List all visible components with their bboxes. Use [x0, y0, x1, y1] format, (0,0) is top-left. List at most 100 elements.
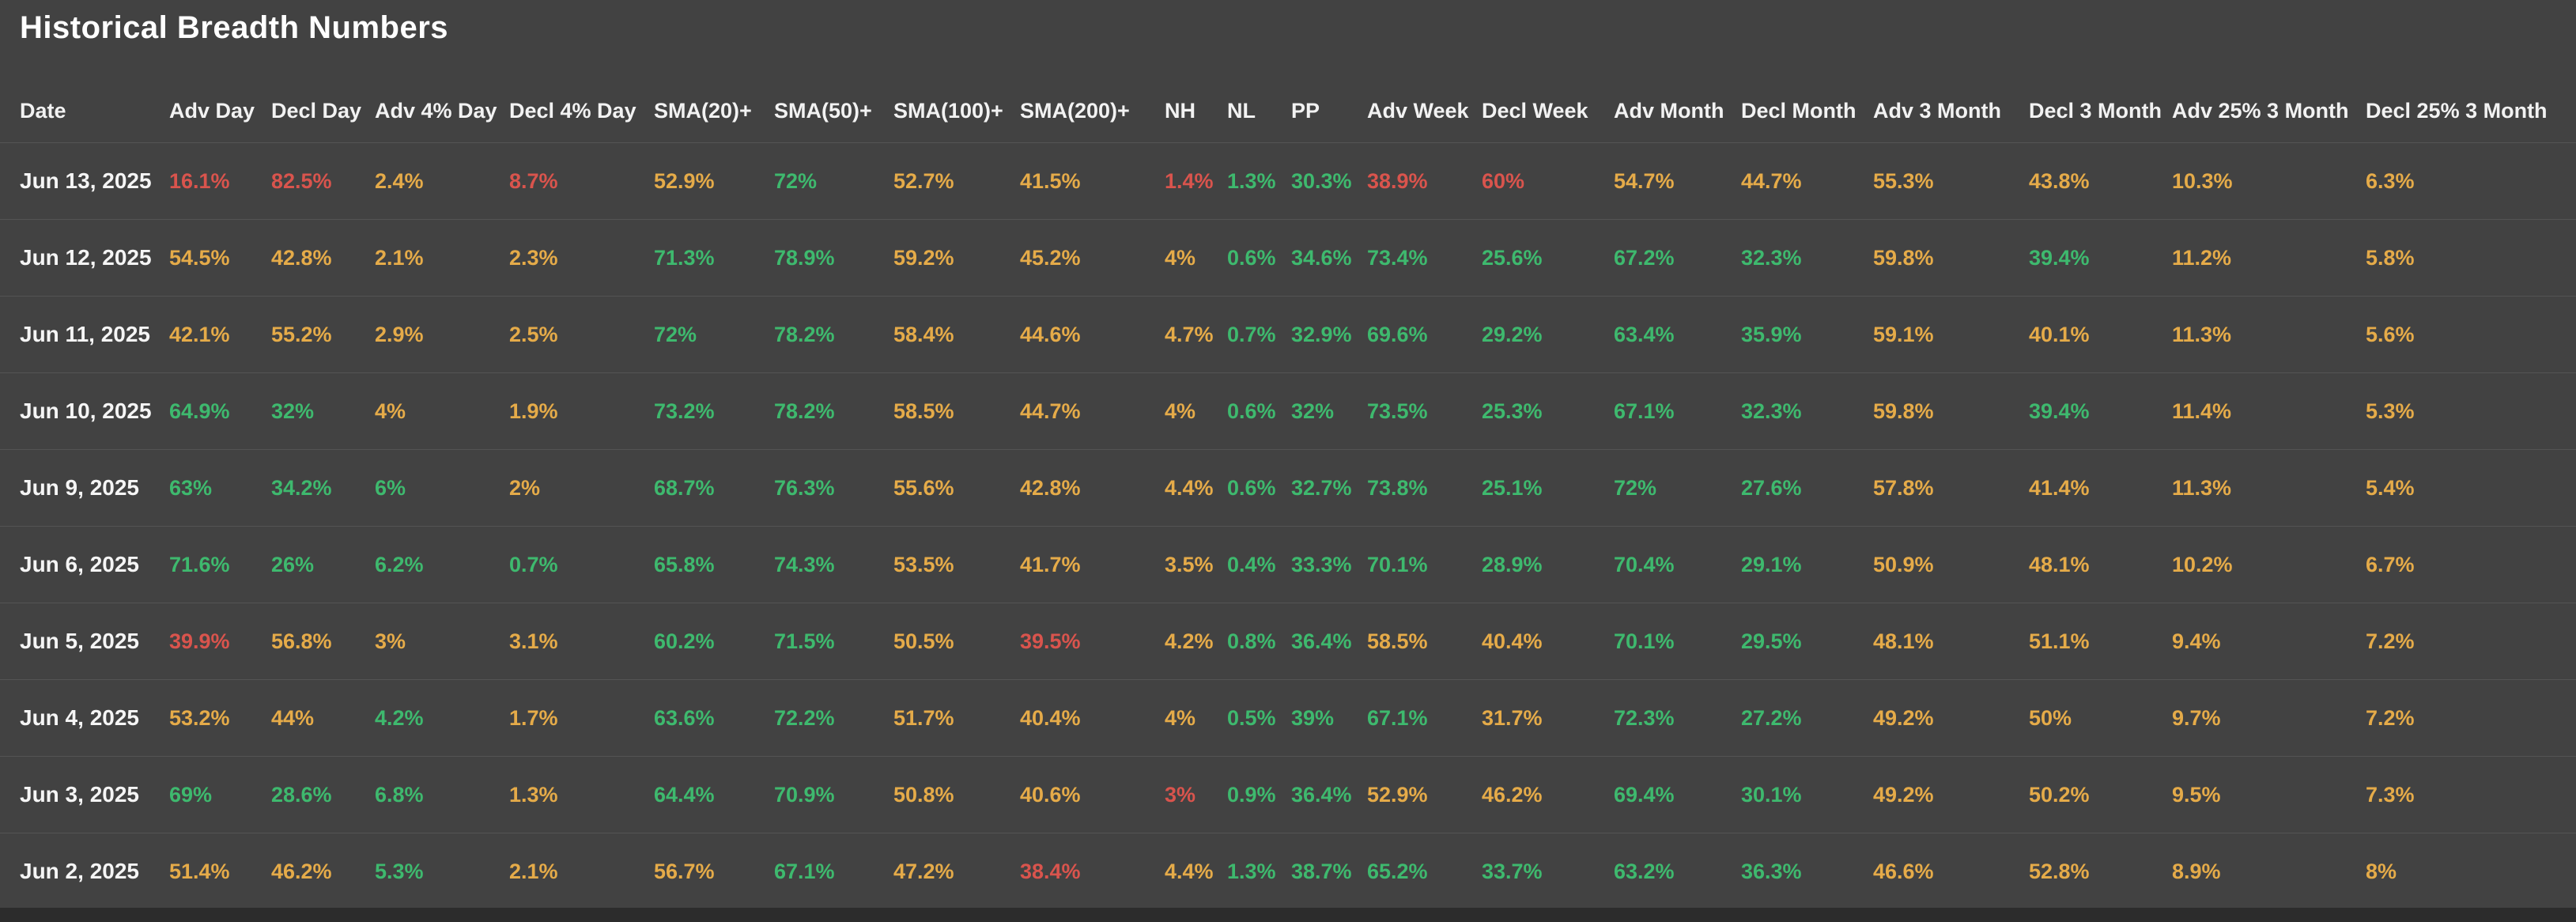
value-cell: 50.5% [893, 629, 954, 653]
column-header: SMA(200)+ [1020, 98, 1130, 123]
value-cell: 31.7% [1482, 705, 1543, 730]
value-cell: 44% [271, 705, 315, 730]
table-row: Jun 13, 2025 16.1% 82.5% 2.4% 8.7% 52.9% 72% 52… [0, 142, 2576, 219]
value-cell: 46.2% [271, 859, 332, 883]
value-cell: 56.8% [271, 629, 332, 653]
value-cell: 4.7% [1165, 322, 1214, 346]
value-cell: 52.7% [893, 168, 954, 193]
value-cell: 4.4% [1165, 859, 1214, 883]
value-cell: 1.9% [509, 399, 558, 423]
column-header: NL [1227, 98, 1256, 123]
value-cell: 41.7% [1020, 552, 1081, 576]
value-cell: 42.8% [271, 245, 332, 270]
value-cell: 29.5% [1741, 629, 1802, 653]
date-cell: Jun 10, 2025 [20, 399, 152, 423]
value-cell: 0.7% [509, 552, 558, 576]
value-cell: 64.9% [169, 399, 230, 423]
value-cell: 9.4% [2172, 629, 2221, 653]
value-cell: 78.9% [774, 245, 835, 270]
value-cell: 39% [1291, 705, 1335, 730]
value-cell: 11.3% [2172, 475, 2232, 500]
table-header-row: Date Adv Day Decl Day Adv 4% Day Decl 4% Day… [0, 79, 2576, 142]
value-cell: 52.9% [654, 168, 715, 193]
column-header: Adv Day [169, 98, 255, 123]
value-cell: 72.3% [1614, 705, 1675, 730]
column-header: Adv Month [1614, 98, 1724, 123]
value-cell: 2.9% [375, 322, 424, 346]
date-cell: Jun 5, 2025 [20, 629, 139, 653]
value-cell: 28.6% [271, 782, 332, 807]
value-cell: 1.3% [1227, 168, 1276, 193]
date-cell: Jun 3, 2025 [20, 782, 139, 807]
value-cell: 43.8% [2029, 168, 2090, 193]
value-cell: 29.2% [1482, 322, 1543, 346]
value-cell: 41.5% [1020, 168, 1081, 193]
value-cell: 49.2% [1873, 782, 1934, 807]
value-cell: 7.3% [2366, 782, 2415, 807]
value-cell: 53.2% [169, 705, 230, 730]
value-cell: 54.7% [1614, 168, 1675, 193]
value-cell: 78.2% [774, 399, 835, 423]
value-cell: 8.7% [509, 168, 558, 193]
value-cell: 59.2% [893, 245, 954, 270]
value-cell: 6.2% [375, 552, 424, 576]
value-cell: 11.4% [2172, 399, 2232, 423]
column-header: Adv 3 Month [1873, 98, 2001, 123]
value-cell: 11.3% [2172, 322, 2232, 346]
value-cell: 50.2% [2029, 782, 2090, 807]
table-row: Jun 10, 2025 64.9% 32% 4% 1.9% 73.2% 78.2% 58.5… [0, 372, 2576, 449]
value-cell: 3.1% [509, 629, 558, 653]
value-cell: 44.7% [1020, 399, 1081, 423]
value-cell: 5.8% [2366, 245, 2415, 270]
value-cell: 2.4% [375, 168, 424, 193]
value-cell: 72.2% [774, 705, 835, 730]
value-cell: 59.8% [1873, 399, 1934, 423]
value-cell: 26% [271, 552, 315, 576]
value-cell: 38.9% [1367, 168, 1428, 193]
value-cell: 67.1% [1367, 705, 1428, 730]
footer-bar [0, 908, 2576, 922]
value-cell: 4% [1165, 705, 1196, 730]
value-cell: 2.1% [375, 245, 424, 270]
value-cell: 6.3% [2366, 168, 2415, 193]
value-cell: 4.4% [1165, 475, 1214, 500]
value-cell: 73.4% [1367, 245, 1428, 270]
value-cell: 70.1% [1614, 629, 1675, 653]
page-title: Historical Breadth Numbers [20, 10, 449, 45]
date-cell: Jun 13, 2025 [20, 168, 152, 193]
value-cell: 16.1% [169, 168, 230, 193]
value-cell: 55.6% [893, 475, 954, 500]
value-cell: 32% [1291, 399, 1335, 423]
value-cell: 58.5% [1367, 629, 1428, 653]
value-cell: 36.4% [1291, 629, 1352, 653]
value-cell: 73.8% [1367, 475, 1428, 500]
column-header: Decl Week [1482, 98, 1588, 123]
value-cell: 51.1% [2029, 629, 2090, 653]
column-header: Decl Day [271, 98, 362, 123]
value-cell: 71.6% [169, 552, 230, 576]
value-cell: 46.6% [1873, 859, 1934, 883]
value-cell: 71.5% [774, 629, 835, 653]
value-cell: 4% [1165, 245, 1196, 270]
value-cell: 8% [2366, 859, 2397, 883]
value-cell: 44.7% [1741, 168, 1802, 193]
value-cell: 25.1% [1482, 475, 1543, 500]
value-cell: 7.2% [2366, 705, 2415, 730]
date-cell: Jun 4, 2025 [20, 705, 139, 730]
value-cell: 76.3% [774, 475, 835, 500]
value-cell: 65.8% [654, 552, 715, 576]
table-row: Jun 2, 2025 51.4% 46.2% 5.3% 2.1% 56.7% 67.1% 4… [0, 833, 2576, 909]
value-cell: 58.5% [893, 399, 954, 423]
value-cell: 40.4% [1020, 705, 1081, 730]
value-cell: 0.6% [1227, 475, 1276, 500]
value-cell: 38.7% [1291, 859, 1352, 883]
value-cell: 11.2% [2172, 245, 2232, 270]
column-header: SMA(100)+ [893, 98, 1003, 123]
value-cell: 58.4% [893, 322, 954, 346]
value-cell: 48.1% [1873, 629, 1934, 653]
value-cell: 71.3% [654, 245, 715, 270]
value-cell: 2.3% [509, 245, 558, 270]
value-cell: 5.6% [2366, 322, 2415, 346]
value-cell: 42.8% [1020, 475, 1081, 500]
table-row: Jun 6, 2025 71.6% 26% 6.2% 0.7% 65.8% 74.3% 53.… [0, 526, 2576, 603]
